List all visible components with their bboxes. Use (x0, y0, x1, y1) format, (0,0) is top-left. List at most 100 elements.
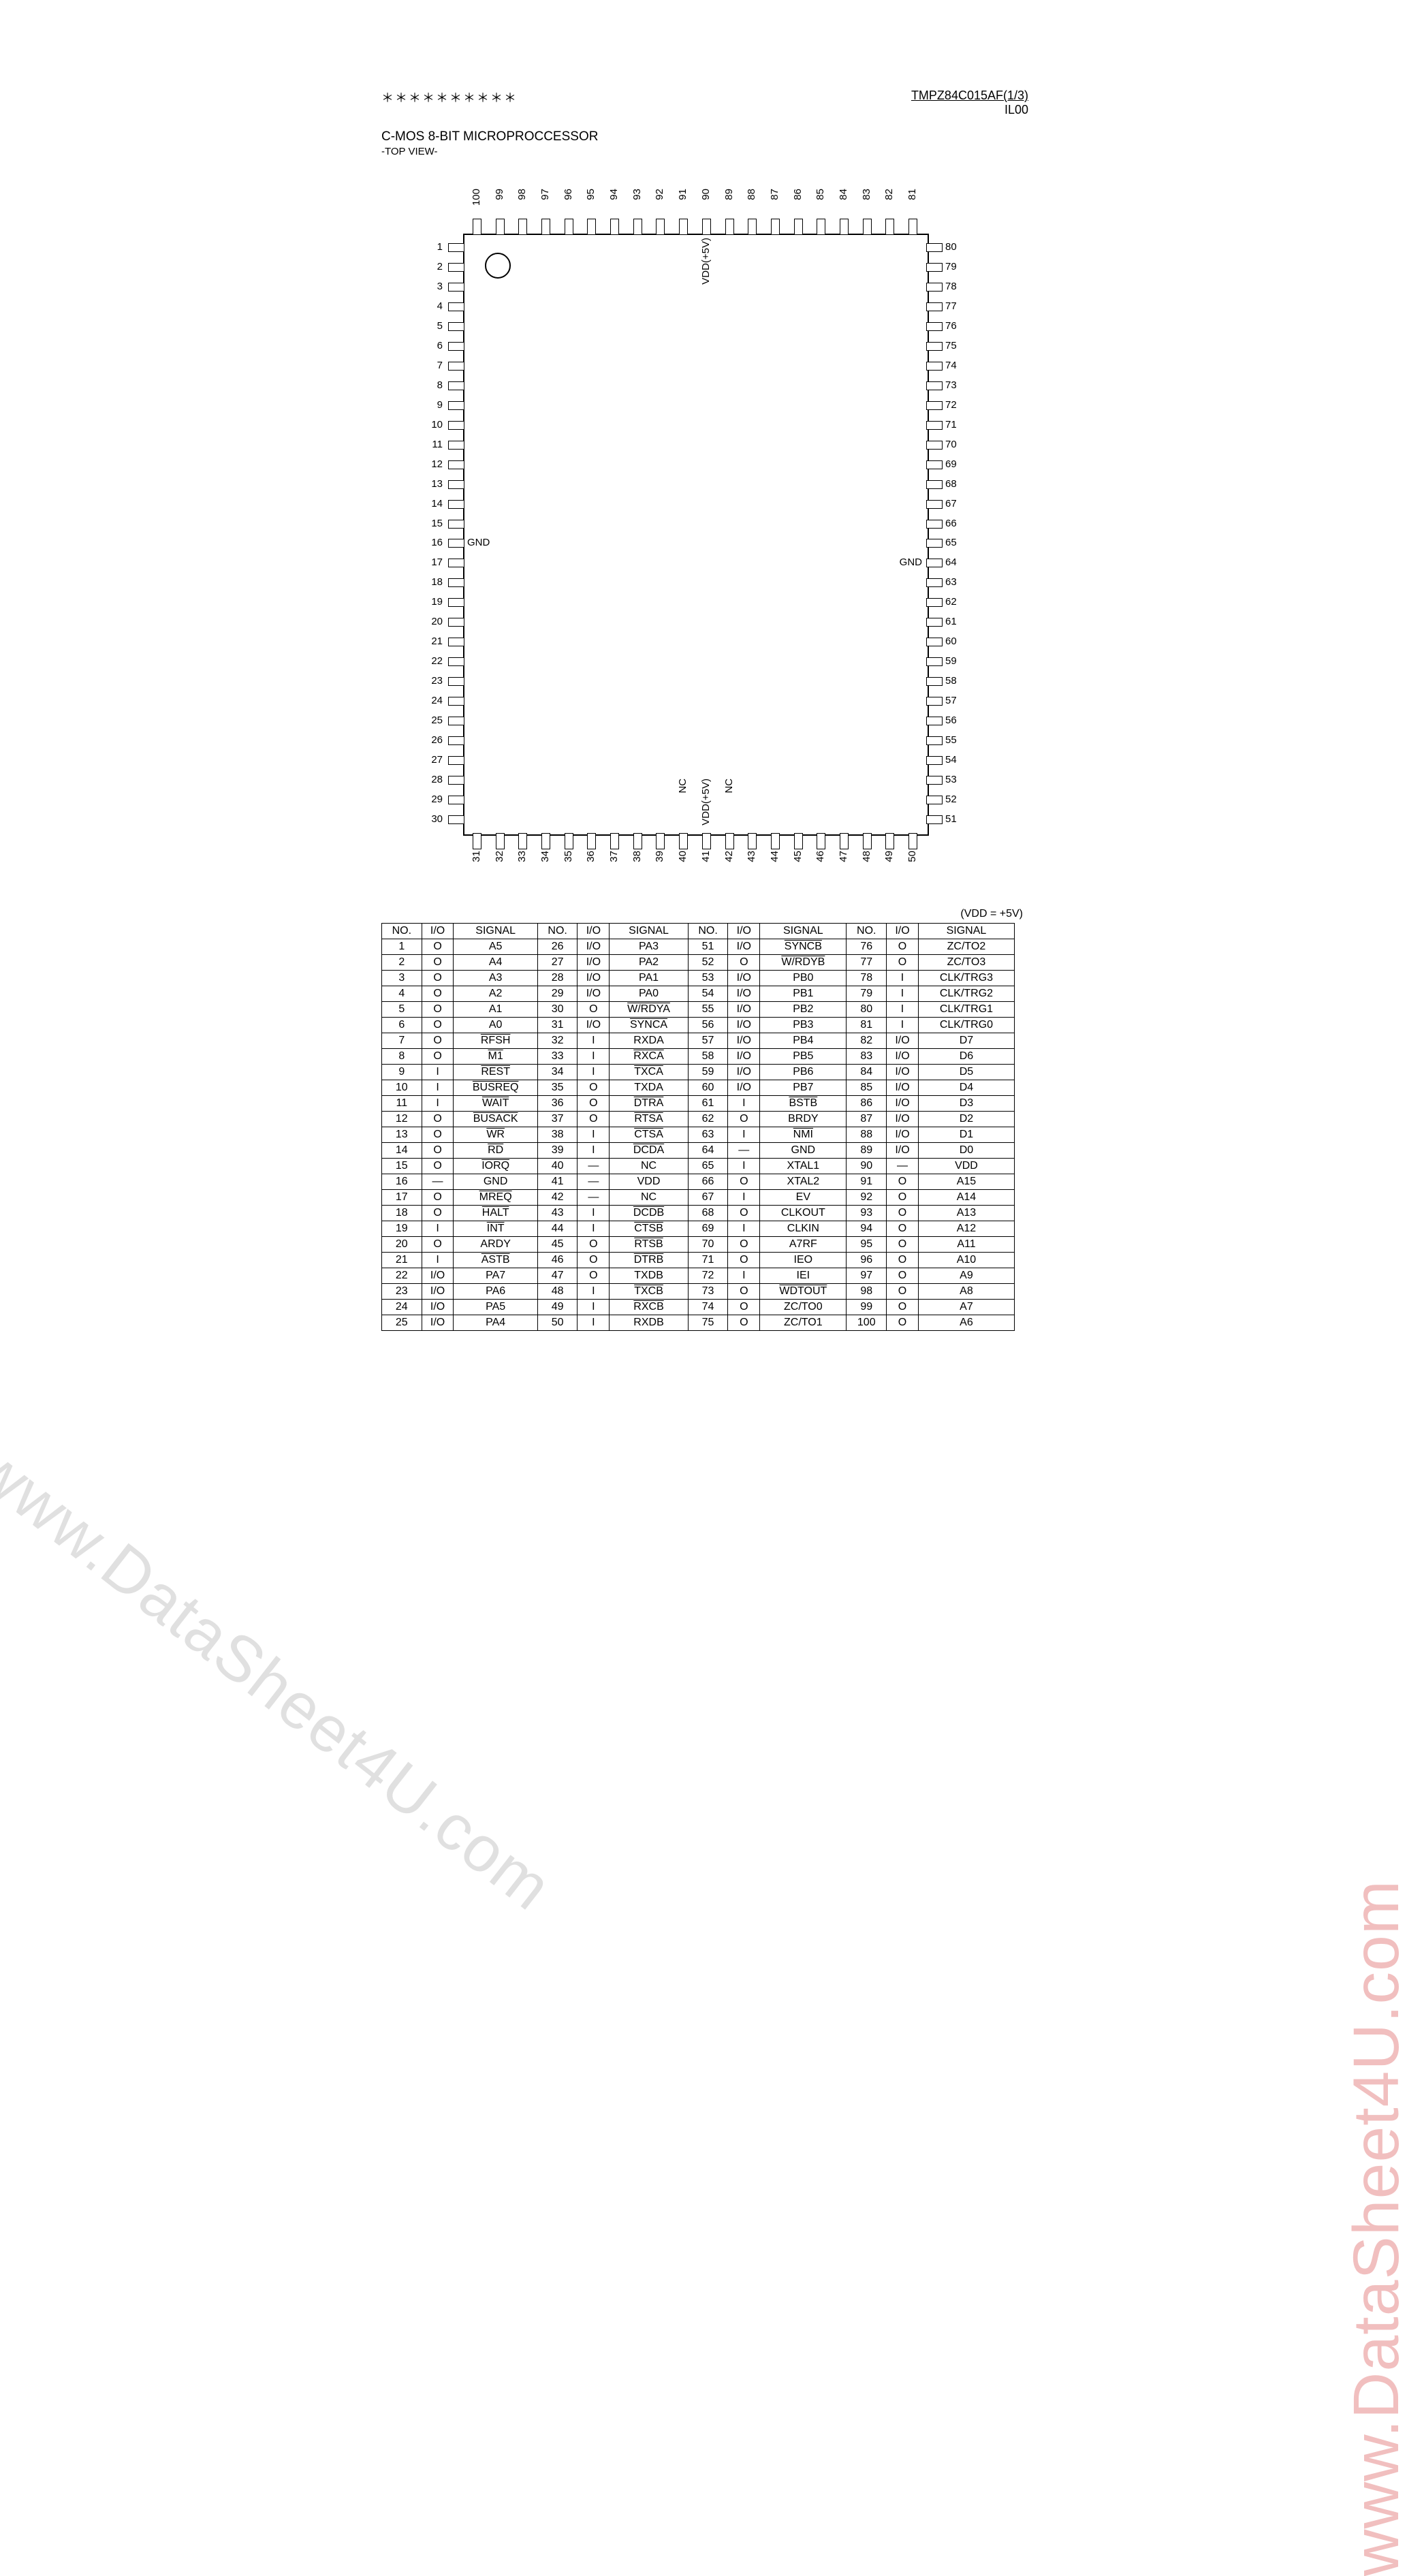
pin-number: 37 (608, 851, 620, 862)
pin-number: 68 (945, 478, 957, 490)
table-cell: 60 (688, 1080, 728, 1096)
pin (926, 598, 943, 607)
table-cell: 43 (537, 1206, 578, 1221)
table-cell: 50 (537, 1315, 578, 1331)
table-cell: O (578, 1002, 610, 1018)
table-cell: 32 (537, 1033, 578, 1049)
table-cell: 31 (537, 1018, 578, 1033)
table-cell: CLKIN (760, 1221, 847, 1237)
table-cell: 13 (382, 1127, 422, 1143)
table-cell: I/O (422, 1268, 454, 1284)
pin-number: 67 (945, 498, 957, 509)
table-cell: I (728, 1159, 760, 1174)
pin (908, 833, 917, 849)
pin (817, 219, 825, 235)
pin (748, 219, 757, 235)
pin-inner-label: GND (467, 537, 490, 548)
table-cell: 41 (537, 1174, 578, 1190)
table-cell: EV (760, 1190, 847, 1206)
table-cell: PA5 (454, 1300, 537, 1315)
header-stars: ＊＊＊＊＊＊＊＊＊＊ (381, 89, 518, 117)
pin-number: 74 (945, 360, 957, 371)
table-cell: I/O (887, 1143, 919, 1159)
table-cell: O (578, 1237, 610, 1253)
table-cell: A3 (454, 971, 537, 986)
table-cell: O (728, 1253, 760, 1268)
pin-inner-label: NC (723, 779, 735, 794)
table-cell: 87 (847, 1112, 887, 1127)
pin-number: 13 (402, 478, 443, 490)
table-cell: PA1 (610, 971, 688, 986)
table-cell: 4 (382, 986, 422, 1002)
table-cell: 71 (688, 1253, 728, 1268)
pin-number: 66 (945, 518, 957, 529)
table-cell: 92 (847, 1190, 887, 1206)
pin (926, 421, 943, 430)
datasheet-page: ＊＊＊＊＊＊＊＊＊＊ TMPZ84C015AF(1/3) IL00 C-MOS … (381, 89, 1028, 1331)
table-cell: O (578, 1112, 610, 1127)
table-cell: 83 (847, 1049, 887, 1065)
table-cell: 95 (847, 1237, 887, 1253)
table-cell: 11 (382, 1096, 422, 1112)
pin-number: 45 (792, 851, 804, 862)
pin-number: 98 (516, 189, 528, 200)
table-cell: W/RDYB (760, 955, 847, 971)
table-cell: TXDB (610, 1268, 688, 1284)
table-cell: O (887, 1221, 919, 1237)
table-cell: 19 (382, 1221, 422, 1237)
table-cell: 12 (382, 1112, 422, 1127)
table-cell: 27 (537, 955, 578, 971)
pin (448, 322, 464, 331)
table-row: 24I/OPA549IRXCB74OZC/TO099OA7 (382, 1300, 1015, 1315)
table-header: SIGNAL (454, 924, 537, 939)
pin-number: 61 (945, 616, 957, 627)
pin-number: 27 (402, 754, 443, 766)
page-title: C-MOS 8-BIT MICROPROCCESSOR (381, 129, 1028, 144)
table-cell: I/O (728, 986, 760, 1002)
table-header: I/O (887, 924, 919, 939)
table-cell: — (578, 1174, 610, 1190)
pin-number: 63 (945, 576, 957, 588)
table-cell: O (422, 1206, 454, 1221)
table-cell: INT (454, 1221, 537, 1237)
pin-number: 4 (402, 300, 443, 312)
table-cell: O (887, 1206, 919, 1221)
pin (771, 219, 780, 235)
pin (448, 578, 464, 587)
table-cell: A8 (918, 1284, 1014, 1300)
pin-number: 47 (838, 851, 849, 862)
table-cell: 91 (847, 1174, 887, 1190)
pin-number: 64 (945, 556, 957, 568)
signal-table: NO.I/OSIGNALNO.I/OSIGNALNO.I/OSIGNALNO.I… (381, 923, 1015, 1331)
table-cell: I (578, 1033, 610, 1049)
table-header: SIGNAL (610, 924, 688, 939)
pin-number: 8 (402, 379, 443, 391)
table-cell: D2 (918, 1112, 1014, 1127)
part-number: TMPZ84C015AF(1/3) (911, 89, 1028, 103)
table-cell: O (422, 1159, 454, 1174)
table-cell: PA4 (454, 1315, 537, 1331)
table-cell: 51 (688, 939, 728, 955)
table-cell: A6 (918, 1315, 1014, 1331)
table-cell: O (887, 1253, 919, 1268)
pin-number: 65 (945, 537, 957, 548)
pin-number: 50 (906, 851, 918, 862)
table-cell: D6 (918, 1049, 1014, 1065)
table-cell: I/O (422, 1300, 454, 1315)
table-cell: O (422, 1190, 454, 1206)
pin (926, 697, 943, 706)
pin-inner-label: GND (868, 556, 922, 568)
table-cell: RXCA (610, 1049, 688, 1065)
pin (926, 776, 943, 785)
table-header: I/O (578, 924, 610, 939)
table-cell: 100 (847, 1315, 887, 1331)
pin-number: 100 (471, 189, 482, 206)
table-cell: O (422, 971, 454, 986)
table-cell: I (578, 1300, 610, 1315)
table-cell: O (887, 955, 919, 971)
pin-number: 94 (608, 189, 620, 200)
table-cell: D4 (918, 1080, 1014, 1096)
table-cell: 90 (847, 1159, 887, 1174)
pin (771, 833, 780, 849)
pin-number: 99 (494, 189, 505, 200)
